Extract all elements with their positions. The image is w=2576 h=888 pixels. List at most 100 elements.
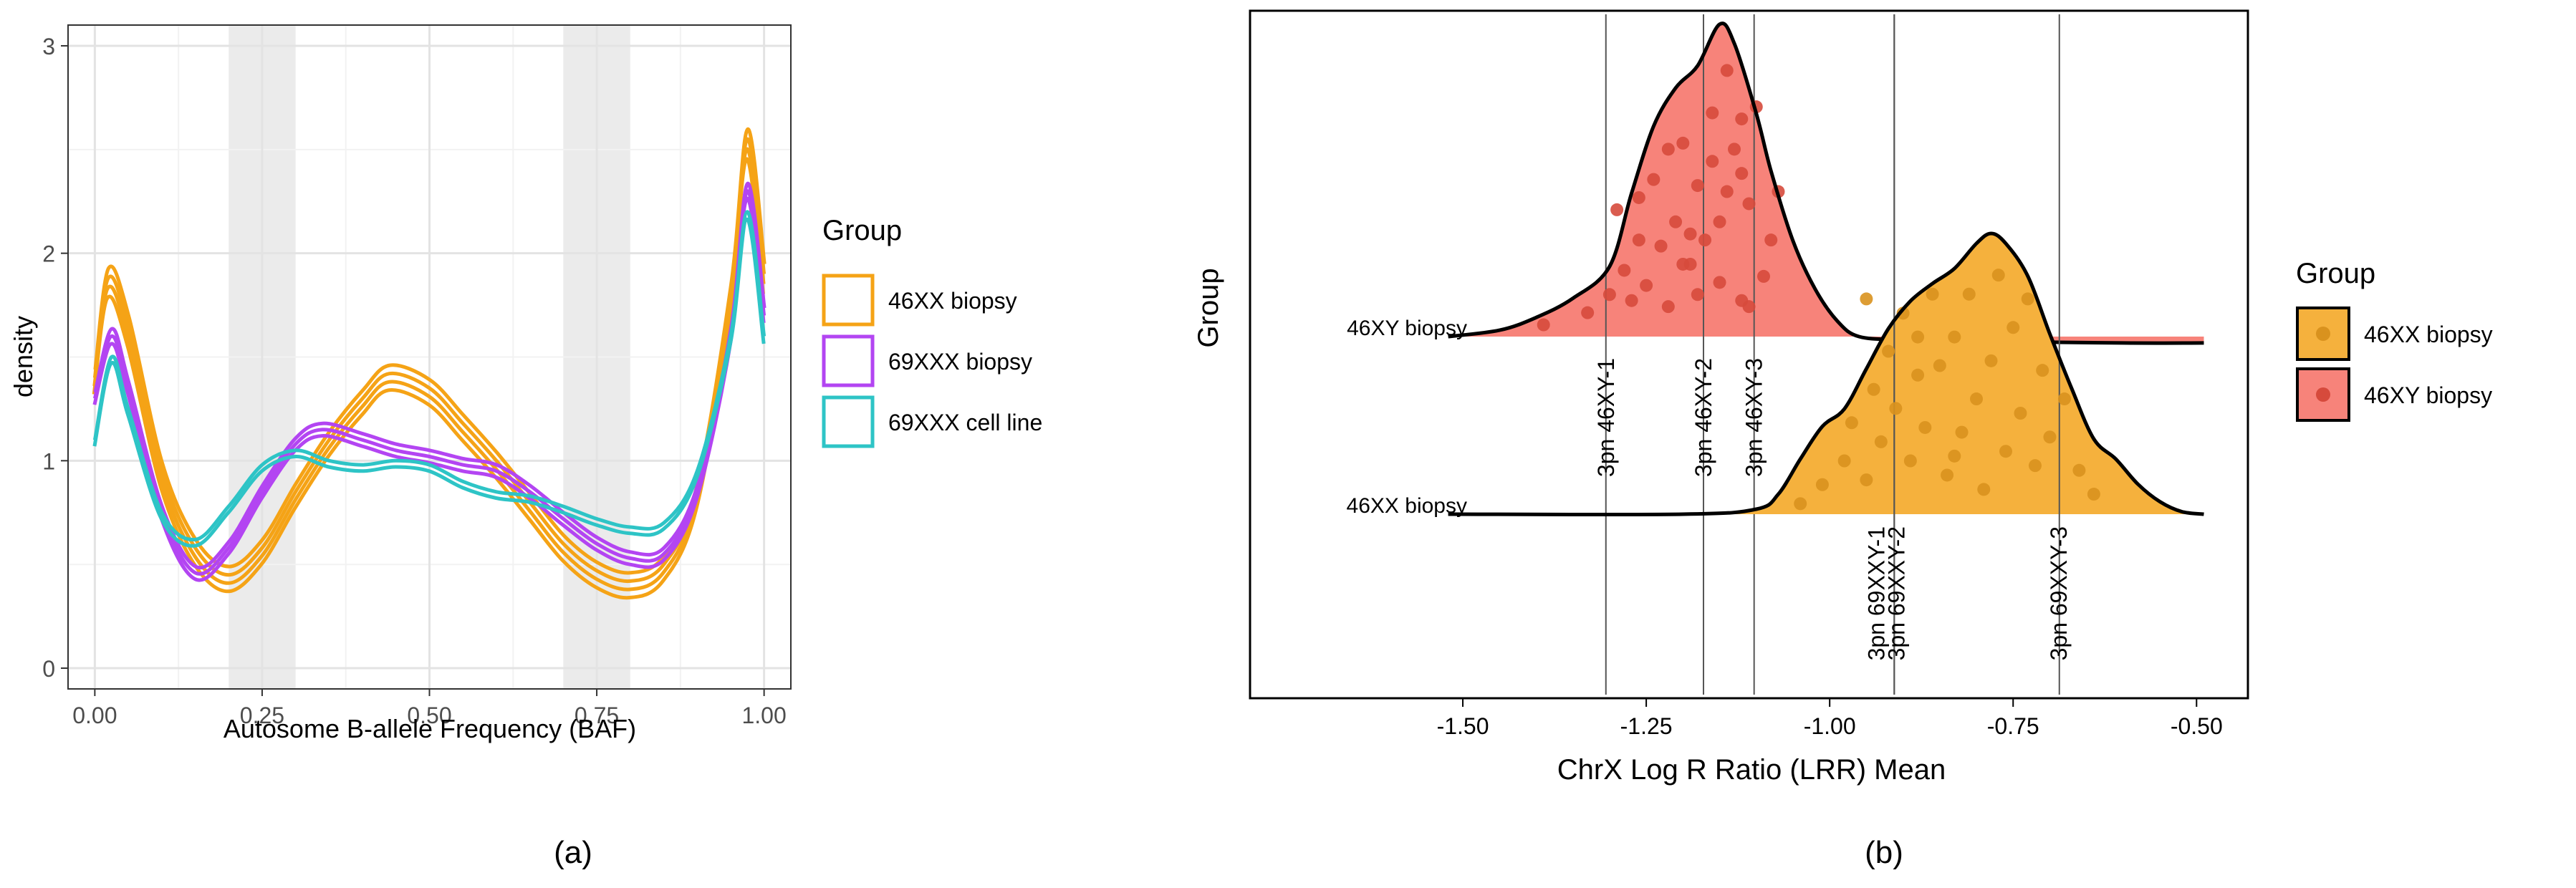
panel-b-point-1-12 <box>1918 420 1932 434</box>
panel-b-xtick-label-3: -0.75 <box>1987 713 2039 739</box>
panel-b-ridge-fill-0 <box>1448 23 2204 344</box>
panel-b-point-0-19 <box>1706 155 1719 168</box>
panel-b-point-0-11 <box>1661 300 1675 314</box>
panel-b-legend-dot-1 <box>2316 387 2330 402</box>
panel-b: 3pn 46XY-1 3pn 46XY-2 3pn 46XY-3 3pn 69XXY-… <box>1193 9 2493 870</box>
panel-a-legend-key-0 <box>822 274 875 327</box>
panel-b-point-1-6 <box>1874 435 1888 448</box>
panel-b-point-0-16 <box>1691 288 1704 301</box>
panel-b-point-1-1 <box>1815 478 1829 491</box>
panel-b-point-1-23 <box>1999 445 2012 458</box>
panel-a-line-46xx-biopsy-2 <box>93 127 766 575</box>
panel-b-point-0-32 <box>1720 185 1734 198</box>
panel-b-point-0-36 <box>1735 167 1749 180</box>
panel-b-quantile-label-1-1: 3pn 69XXY-2 <box>1883 526 1909 660</box>
panel-a-xtick-label-3: 0.75 <box>575 703 619 728</box>
panel-a-series <box>92 127 766 600</box>
panel-b-point-0-29 <box>1764 233 1778 247</box>
panel-b-point-1-17 <box>1955 425 1969 439</box>
panel-a-y-axis-title: density <box>9 316 38 397</box>
panel-b-point-0-15 <box>1691 179 1704 193</box>
panel-b-point-1-9 <box>1896 307 1910 320</box>
panel-b-xtick-label-1: -1.25 <box>1620 713 1673 739</box>
panel-b-point-0-18 <box>1706 106 1719 120</box>
panel-b-legend: Group 46XX biopsy 46XY biopsy <box>2296 258 2493 422</box>
panel-a-xtick-label-1: 0.25 <box>240 703 284 728</box>
panel-b-point-1-25 <box>2014 407 2027 420</box>
panel-b-plot-border <box>1249 9 2249 700</box>
panel-b-point-0-4 <box>1618 264 1631 277</box>
panel-b-point-0-34 <box>1742 300 1756 314</box>
panel-b-point-1-13 <box>1926 287 1939 301</box>
panel-b-point-0-10 <box>1654 239 1668 253</box>
panel-b-point-0-24 <box>1735 112 1749 126</box>
panel-a-xtick-label-4: 1.00 <box>741 703 786 728</box>
panel-b-point-1-19 <box>1970 392 1984 406</box>
panel-b-point-0-2 <box>1602 288 1616 301</box>
panel-b-point-0-20 <box>1713 276 1726 289</box>
panel-a-legend-label-2: 69XXX cell line <box>888 410 1042 435</box>
panel-b-xtick-label-4: -0.50 <box>2171 713 2223 739</box>
panel-b-ridge-outline-1 <box>1448 231 2204 517</box>
panel-b-point-0-26 <box>1742 197 1756 211</box>
panel-b-quantile-label-1-0: 3pn 69XXY-1 <box>1863 526 1889 660</box>
panel-b-point-0-1 <box>1581 306 1595 319</box>
panel-b-point-1-33 <box>1860 292 1873 306</box>
panel-a-legend-key-2 <box>822 395 875 448</box>
panel-b-point-1-26 <box>2021 292 2034 306</box>
panel-a-legend-title: Group <box>822 215 902 246</box>
panel-a-legend-entries: 46XX biopsy 69XXX biopsy 69XXX cell line <box>822 274 1042 448</box>
panel-b-legend-entries: 46XX biopsy 46XY biopsy <box>2296 307 2493 422</box>
panel-a-line-69xxx-biopsy-1 <box>92 196 766 582</box>
panel-b-point-0-31 <box>1661 143 1675 156</box>
panel-b-point-1-35 <box>1911 330 1925 344</box>
panel-a-x-axis-title: Autosome B-allele Frequency (BAF) <box>224 714 636 743</box>
panel-b-point-1-3 <box>1845 416 1858 430</box>
panel-b-point-1-20 <box>1977 483 1991 496</box>
panel-a-legend-label-0: 46XX biopsy <box>888 288 1017 314</box>
panel-b-point-1-30 <box>2057 392 2071 406</box>
panel-b-legend-dot-0 <box>2316 327 2330 341</box>
panel-b-point-0-9 <box>1647 173 1661 186</box>
panel-b-point-0-35 <box>1676 257 1690 271</box>
panel-b-point-1-7 <box>1882 344 1895 358</box>
panel-a-line-69xxx-cell-line-1 <box>92 217 766 548</box>
panel-b-point-0-22 <box>1720 64 1734 77</box>
panel-b-point-1-31 <box>2072 463 2086 477</box>
panel-b-y-axis-title: Group <box>1193 268 1224 347</box>
panel-a-xtick-label-2: 0.50 <box>407 703 451 728</box>
panel-a-label: (a) <box>554 835 592 870</box>
panel-b-quantile-label-1-2: 3pn 69XXY-3 <box>2046 526 2072 660</box>
panel-b-point-1-29 <box>2043 430 2057 444</box>
panel-b-point-0-6 <box>1632 190 1645 204</box>
panel-b-x-axis-title: ChrX Log R Ratio (LRR) Mean <box>1557 754 1946 786</box>
panel-b-point-1-5 <box>1867 382 1880 396</box>
panel-b-point-0-5 <box>1625 294 1638 307</box>
panel-b-y-categories: 46XY biopsy 46XX biopsy <box>1347 317 1467 518</box>
panel-b-point-1-22 <box>1991 269 2005 282</box>
panel-b-ridge-fill-1 <box>1448 233 2204 515</box>
panel-b-ridges: 3pn 46XY-1 3pn 46XY-2 3pn 46XY-3 3pn 69XXY-… <box>1448 14 2204 695</box>
panel-a-xtick-label-0: 0.00 <box>72 703 117 728</box>
panel-b-point-0-23 <box>1728 143 1741 156</box>
panel-b-point-1-18 <box>1962 287 1976 301</box>
panel-b-point-1-24 <box>2007 321 2020 334</box>
panel-a-legend-key-1 <box>822 334 875 387</box>
panel-a-ytick-label-1: 1 <box>42 448 55 474</box>
panel-a-ytick-label-2: 2 <box>42 241 55 267</box>
panel-b-point-0-13 <box>1676 136 1690 150</box>
panel-b-x-axis: -1.50 -1.25 -1.00 -0.75 -0.50 <box>1437 698 2223 739</box>
panel-b-point-1-11 <box>1911 368 1925 382</box>
panel-b-label: (b) <box>1865 835 1903 870</box>
panel-b-point-1-21 <box>1984 354 1998 367</box>
panel-b-quantile-label-0-0: 3pn 46XY-1 <box>1593 358 1619 477</box>
panel-b-point-1-0 <box>1794 497 1807 511</box>
panel-b-legend-label-1: 46XY biopsy <box>2364 382 2492 408</box>
panel-b-point-1-15 <box>1941 468 1954 482</box>
panel-b-point-0-21 <box>1713 215 1726 228</box>
panel-b-point-1-8 <box>1889 402 1903 415</box>
panel-b-point-1-2 <box>1837 454 1851 468</box>
panel-a-x-axis: 0.00 0.25 0.50 0.75 1.00 <box>72 689 787 728</box>
panel-b-legend-label-0: 46XX biopsy <box>2364 322 2493 347</box>
